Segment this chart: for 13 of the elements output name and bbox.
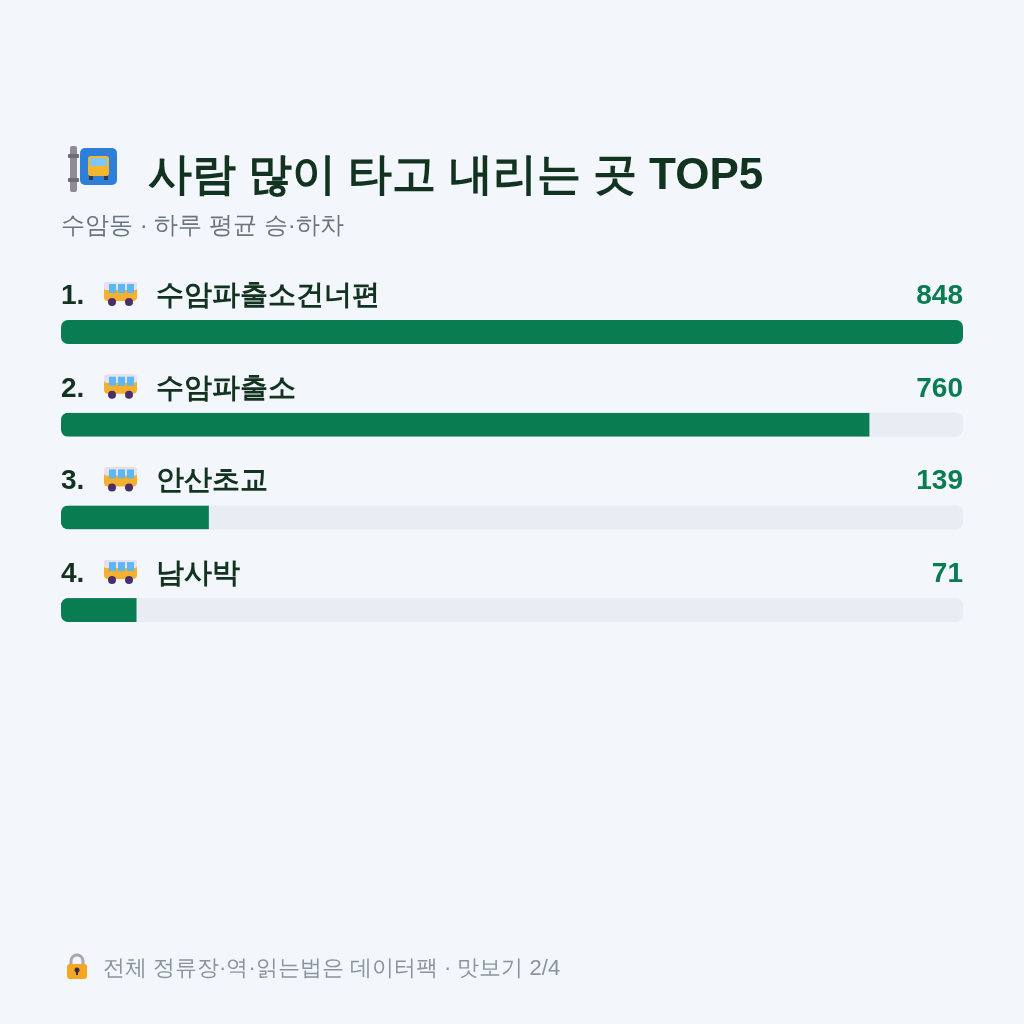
category-label: 1. 수암파출소건너편 <box>61 279 380 310</box>
data-label: 848 <box>916 279 963 310</box>
data-label: 71 <box>931 557 963 589</box>
text: 전체 정류장·역·읽는법은 데이터팩 · 맛보기 2/4 <box>103 955 561 980</box>
bar <box>61 598 137 623</box>
bar <box>61 505 209 530</box>
category-label: 4. 남사박 <box>61 557 240 589</box>
chart-title: 사람 많이 타고 내리는 곳 TOP5 <box>148 149 764 198</box>
data-label: 139 <box>916 464 963 496</box>
chart-subtitle: 수암동 · 하루 평균 승·하차 <box>61 211 344 238</box>
category-label: 3. 안산초교 <box>61 464 268 496</box>
category-label: 2. 수암파출소 <box>61 371 296 403</box>
data-label: 760 <box>916 371 963 403</box>
